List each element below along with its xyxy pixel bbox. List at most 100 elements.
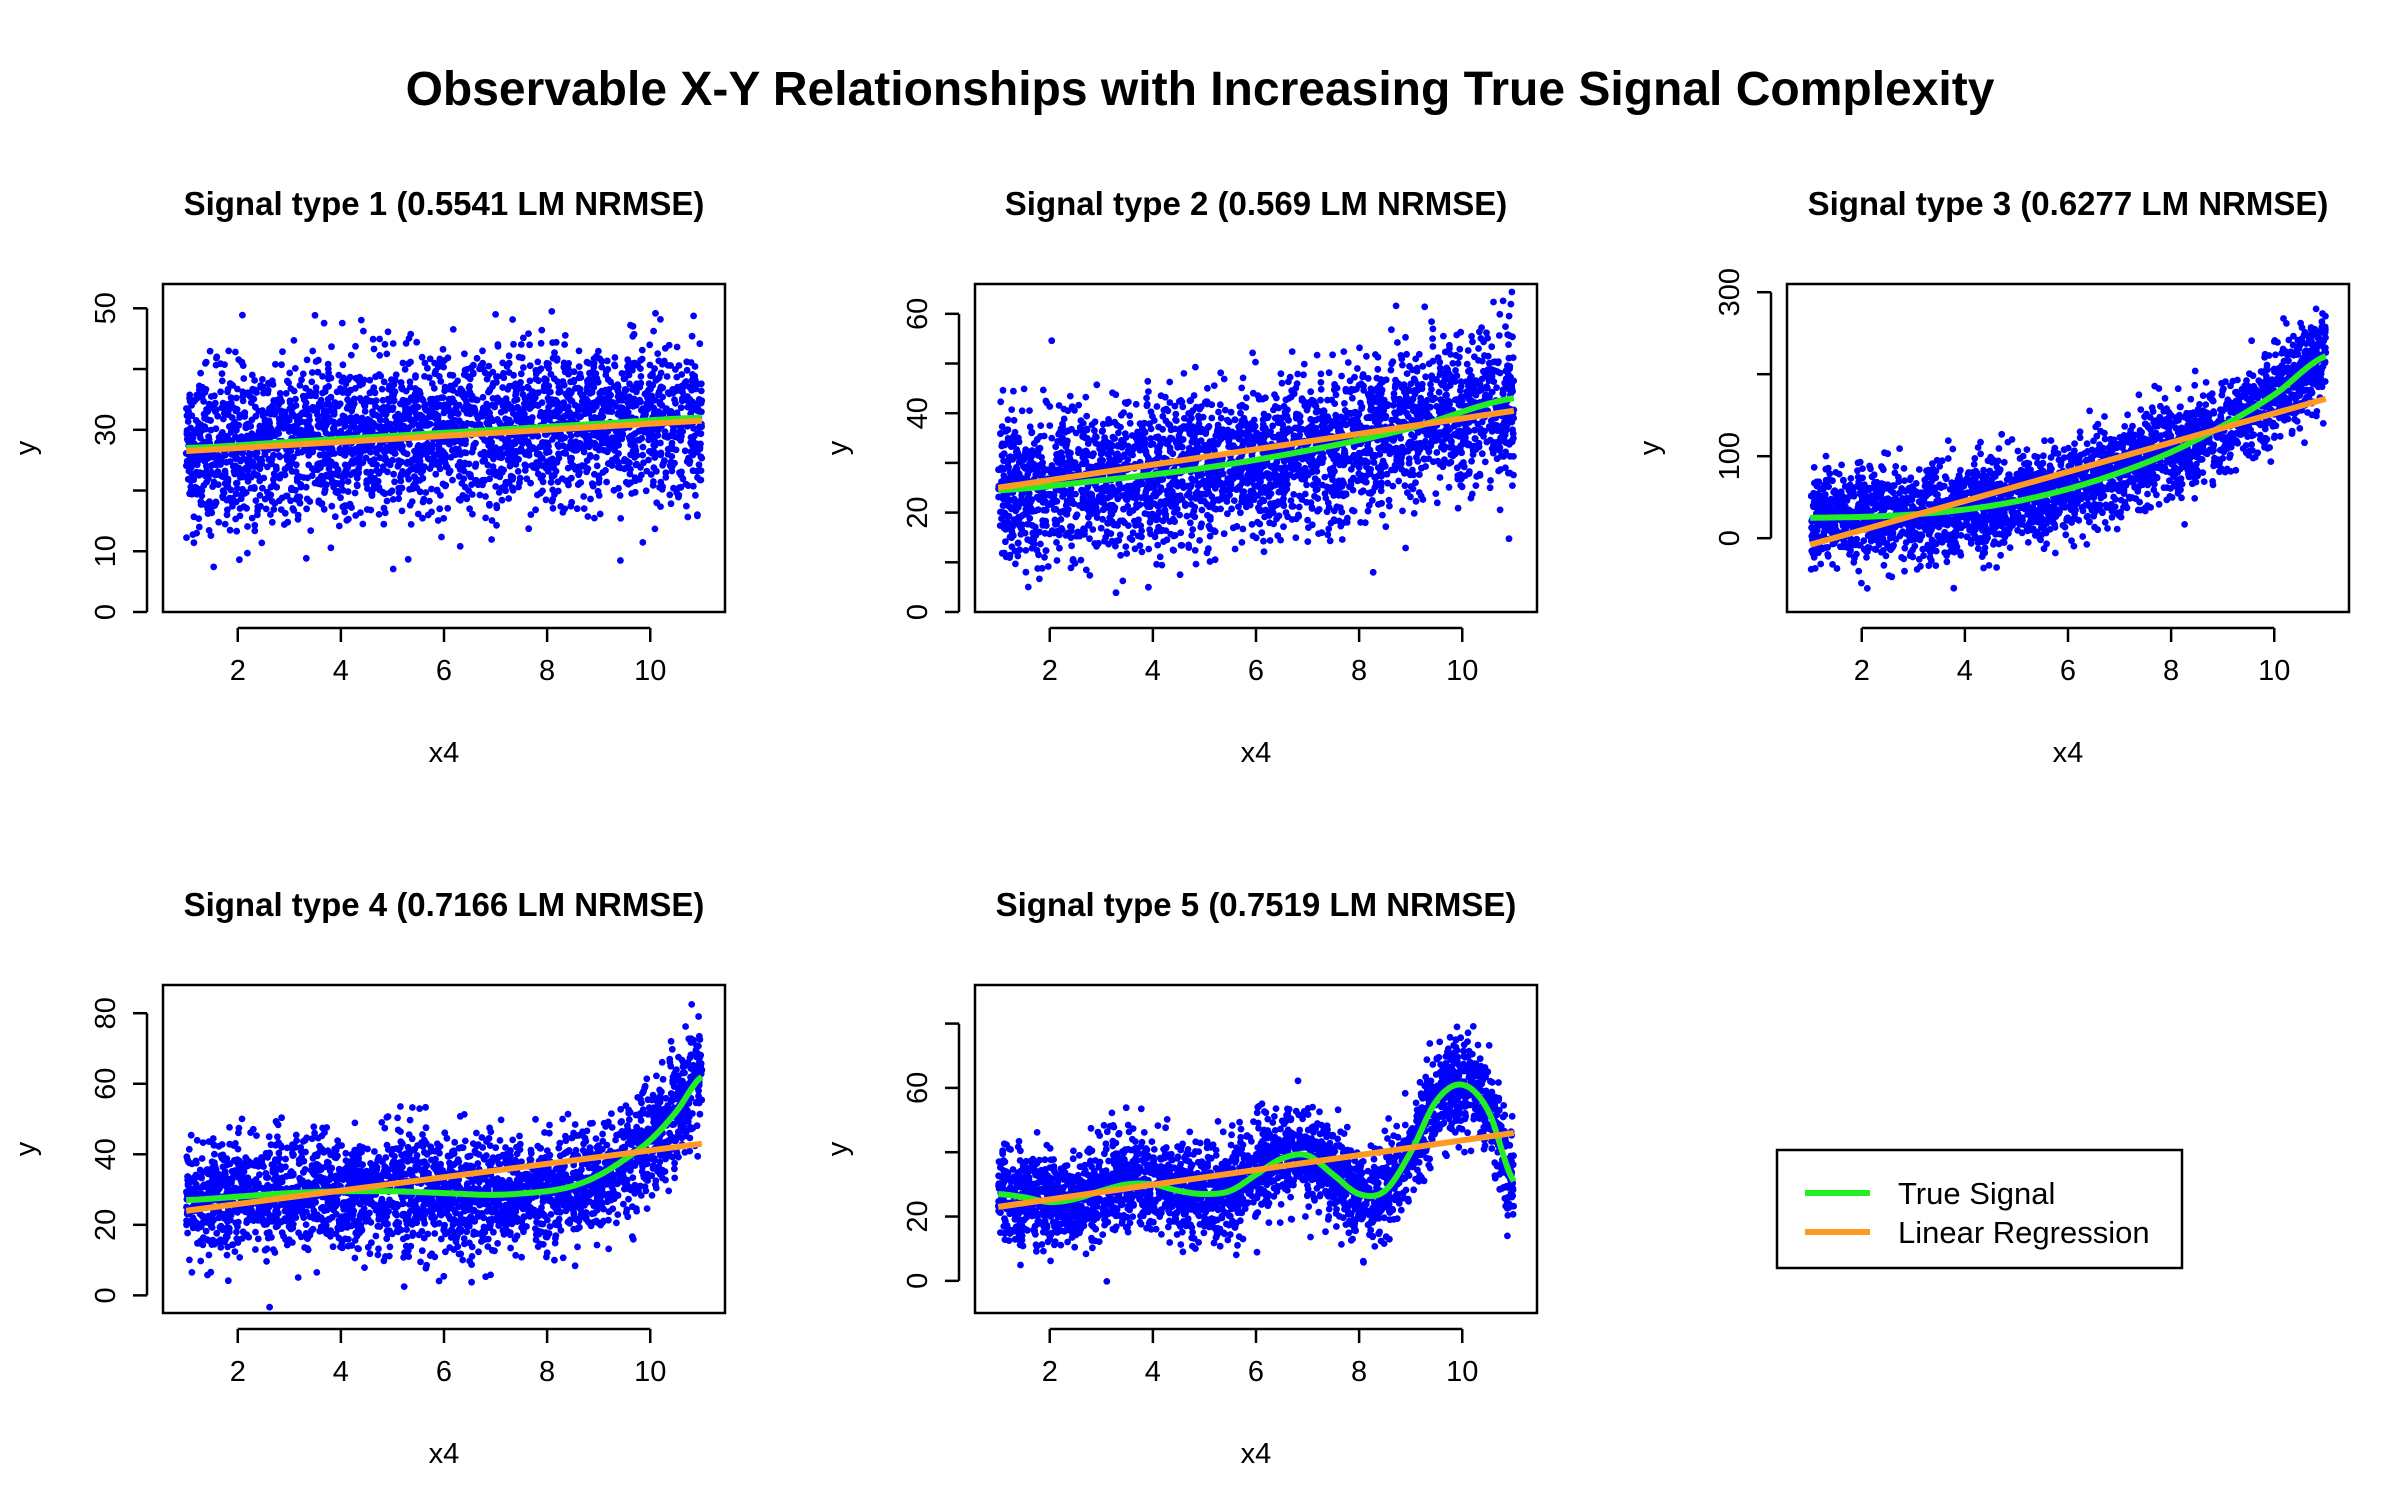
- data-point: [1252, 358, 1259, 366]
- data-point: [493, 502, 500, 509]
- data-point: [532, 464, 540, 472]
- data-point: [407, 358, 414, 366]
- data-point: [1151, 533, 1159, 541]
- data-point: [325, 465, 333, 473]
- data-point: [547, 478, 555, 486]
- data-point: [553, 356, 561, 364]
- data-point: [1180, 370, 1188, 377]
- data-point: [275, 425, 282, 432]
- data-point: [694, 429, 701, 437]
- data-point: [277, 506, 285, 513]
- data-point: [201, 472, 209, 480]
- data-point: [538, 326, 546, 334]
- data-point: [644, 394, 651, 402]
- data-point: [1505, 535, 1513, 543]
- data-point: [556, 388, 564, 395]
- data-point: [334, 489, 341, 497]
- data-point: [248, 371, 256, 379]
- data-point: [532, 506, 539, 514]
- data-point: [266, 405, 273, 413]
- data-point: [411, 473, 418, 480]
- data-point: [409, 406, 417, 413]
- data-point: [306, 498, 314, 505]
- data-point: [305, 447, 313, 455]
- data-point: [694, 511, 701, 518]
- data-point: [488, 536, 495, 543]
- data-point: [428, 445, 436, 453]
- data-point: [526, 377, 534, 385]
- data-point: [567, 389, 575, 397]
- data-point: [294, 427, 302, 434]
- data-point: [650, 327, 657, 335]
- data-point: [469, 369, 477, 377]
- data-point: [327, 458, 335, 466]
- data-point: [545, 382, 553, 390]
- data-point: [657, 316, 664, 323]
- data-point: [489, 463, 497, 470]
- data-point: [425, 374, 433, 381]
- data-point: [320, 319, 328, 327]
- data-point: [1220, 530, 1228, 538]
- data-point: [527, 479, 534, 487]
- data-point: [637, 365, 644, 372]
- data-point: [1481, 458, 1489, 466]
- data-point: [486, 501, 493, 509]
- data-point: [360, 327, 367, 335]
- data-point: [664, 362, 672, 369]
- data-point: [195, 523, 203, 531]
- data-point: [205, 400, 213, 408]
- data-point: [567, 432, 575, 440]
- data-point: [387, 445, 395, 452]
- data-point: [604, 376, 612, 383]
- data-point: [224, 385, 232, 393]
- data-point: [256, 492, 264, 499]
- data-point: [663, 373, 671, 380]
- data-point: [1254, 518, 1261, 526]
- data-point: [621, 386, 629, 393]
- data-point: [656, 484, 663, 491]
- data-point: [434, 517, 442, 524]
- data-point: [338, 319, 346, 327]
- data-point: [1313, 351, 1321, 359]
- data-point: [520, 404, 528, 412]
- data-point: [302, 384, 310, 392]
- data-point: [399, 359, 407, 367]
- data-point: [689, 406, 697, 414]
- data-point: [259, 484, 266, 492]
- data-point: [684, 513, 692, 521]
- data-point: [267, 483, 275, 491]
- data-point: [308, 378, 316, 386]
- data-point: [227, 399, 235, 407]
- data-point: [675, 386, 683, 394]
- data-point: [639, 539, 647, 546]
- data-point: [205, 527, 213, 534]
- data-point: [389, 565, 397, 573]
- data-point: [1496, 310, 1504, 318]
- data-point: [251, 521, 259, 529]
- data-point: [1491, 358, 1499, 366]
- data-point: [214, 412, 222, 420]
- data-point: [231, 418, 239, 426]
- data-point: [270, 506, 278, 513]
- data-point: [649, 381, 657, 389]
- data-point: [284, 463, 291, 471]
- data-point: [256, 477, 264, 485]
- data-point: [351, 448, 359, 455]
- data-point: [1308, 505, 1316, 512]
- data-point: [406, 378, 414, 386]
- data-point: [357, 509, 364, 516]
- data-point: [584, 513, 592, 520]
- data-point: [1290, 390, 1298, 398]
- data-point: [696, 444, 704, 452]
- data-point: [1478, 375, 1486, 383]
- data-point: [395, 484, 403, 492]
- data-point: [1454, 504, 1462, 512]
- data-point: [1145, 545, 1153, 553]
- data-point: [397, 477, 405, 485]
- data-point: [561, 332, 569, 339]
- data-point: [526, 341, 533, 349]
- data-point: [586, 432, 594, 440]
- data-point: [643, 400, 651, 407]
- data-point: [534, 358, 542, 366]
- scatter-points: [995, 288, 1518, 597]
